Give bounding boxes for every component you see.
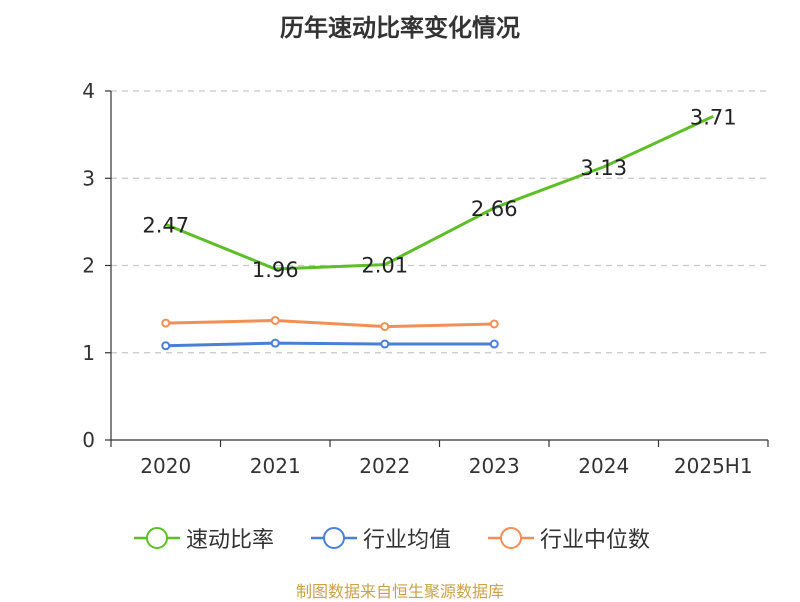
legend-swatch-industry-median bbox=[488, 527, 534, 549]
data-label: 1.96 bbox=[252, 258, 299, 282]
x-tick-label: 2021 bbox=[250, 454, 301, 478]
data-label: 2.66 bbox=[471, 197, 518, 221]
legend-label: 行业均值 bbox=[363, 528, 452, 553]
series-line-0 bbox=[165, 114, 714, 271]
data-point bbox=[270, 315, 280, 325]
y-tick-label: 4 bbox=[82, 79, 95, 103]
x-tick-label: 2024 bbox=[578, 454, 629, 478]
legend-swatch-quick-ratio bbox=[134, 527, 180, 549]
data-point bbox=[489, 339, 499, 349]
series-line-2 bbox=[165, 318, 495, 329]
data-point bbox=[380, 339, 390, 349]
data-label: 3.71 bbox=[690, 105, 737, 129]
legend-item-industry-mean[interactable]: 行业均值 bbox=[311, 518, 451, 558]
y-tick-label: 2 bbox=[82, 254, 95, 278]
axes: 0 1 2 3 4 2020 2021 2022 2023 2024 2025H1 bbox=[82, 79, 769, 478]
x-tick-label: 2023 bbox=[469, 454, 520, 478]
data-point bbox=[380, 322, 390, 332]
data-labels: 2.47 1.96 2.01 2.66 3.13 3.71 bbox=[142, 105, 736, 282]
data-point bbox=[161, 318, 171, 328]
data-point bbox=[270, 338, 280, 348]
legend-item-industry-median[interactable]: 行业中位数 bbox=[488, 518, 650, 558]
series-layer bbox=[161, 114, 714, 351]
chart-title: 历年速动比率变化情况 bbox=[280, 14, 520, 42]
data-label: 3.13 bbox=[580, 156, 627, 180]
grid-lines bbox=[111, 90, 768, 354]
x-tick-label: 2022 bbox=[359, 454, 410, 478]
legend: 速动比率 行业均值 行业中位数 bbox=[0, 518, 800, 558]
x-tick-label: 2025H1 bbox=[674, 454, 753, 478]
source-note: 制图数据来自恒生聚源数据库 bbox=[295, 582, 504, 601]
x-tick-label: 2020 bbox=[140, 454, 191, 478]
series-line-1 bbox=[165, 341, 495, 348]
data-label: 2.47 bbox=[142, 213, 189, 237]
legend-item-quick-ratio[interactable]: 速动比率 bbox=[134, 518, 274, 558]
data-point bbox=[489, 319, 499, 329]
legend-swatch-industry-mean bbox=[311, 527, 357, 549]
y-tick-label: 3 bbox=[82, 166, 95, 190]
legend-label: 速动比率 bbox=[186, 528, 275, 553]
y-tick-label: 0 bbox=[82, 428, 95, 452]
data-label: 2.01 bbox=[361, 254, 408, 278]
legend-label: 行业中位数 bbox=[540, 528, 651, 553]
data-point bbox=[161, 341, 171, 351]
y-tick-label: 1 bbox=[82, 341, 95, 365]
